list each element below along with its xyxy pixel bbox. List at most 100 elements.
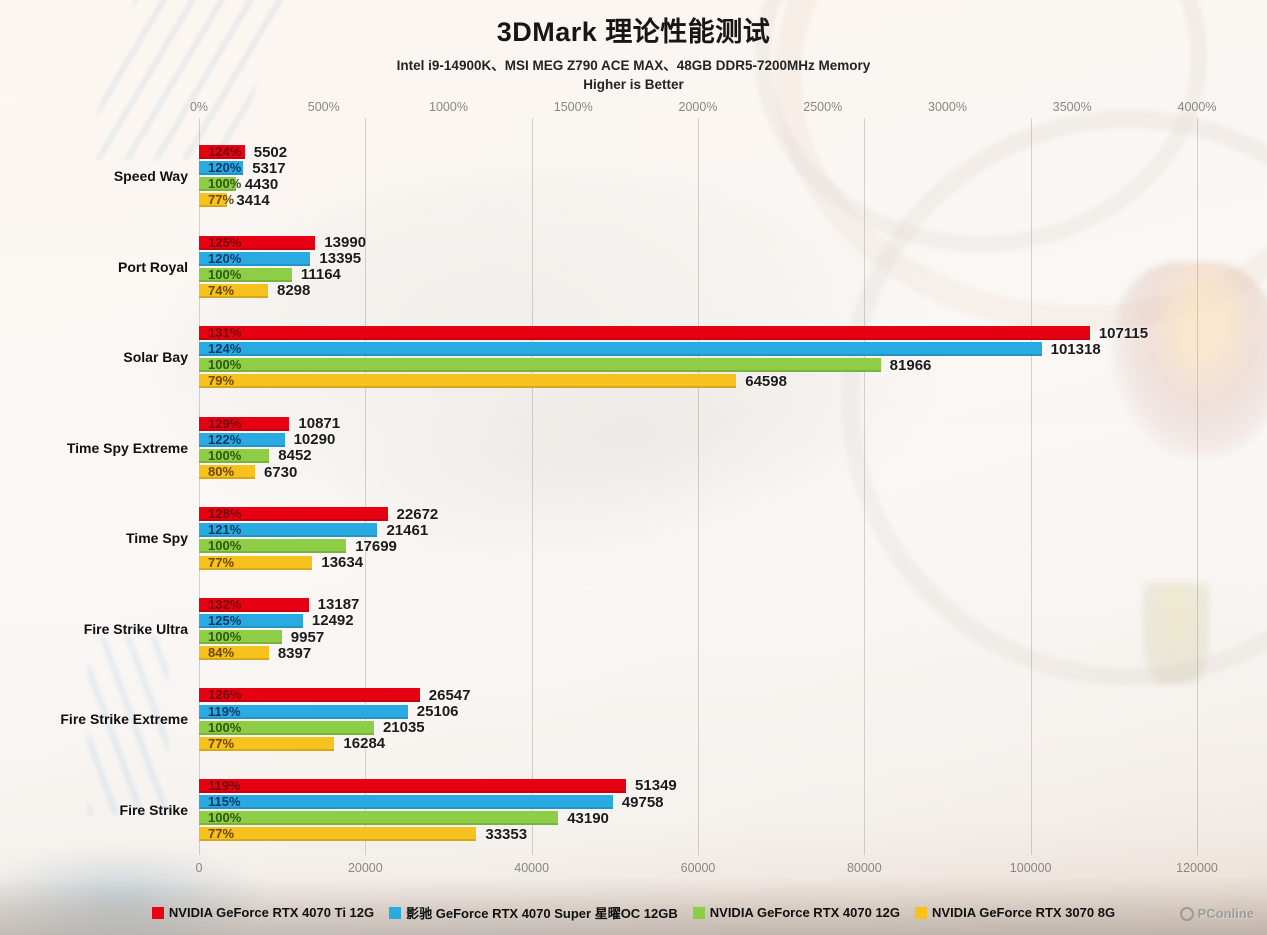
category-label: Speed Way — [113, 168, 188, 184]
bar — [199, 235, 316, 250]
bar — [199, 465, 255, 479]
bar — [199, 358, 881, 373]
bar-row: 13395 120% — [199, 250, 1197, 268]
bar-row: 43190 100% — [199, 809, 1197, 827]
bar-value-label: 11164 — [300, 266, 341, 284]
bar-value-label: 33353 — [485, 825, 528, 843]
bar — [199, 374, 737, 389]
bar-percent-label: 79% — [208, 373, 235, 389]
bar-row: 107115 131% — [199, 326, 1197, 341]
bar-value-label: 10871 — [298, 415, 341, 433]
bar — [199, 283, 268, 298]
top-axis-tick: 3000% — [928, 100, 967, 114]
bar-percent-label: 100% — [208, 447, 242, 463]
bar — [199, 736, 335, 751]
bar-percent-label: 124% — [208, 144, 242, 159]
bar — [199, 704, 408, 719]
bar-row: 49758 115% — [199, 793, 1197, 811]
bar-group: Time Spy Extreme 10871 129% 10290 122% 8452 10… — [67, 415, 1197, 481]
bar-row: 22672 128% — [199, 507, 1197, 522]
bar-value-label: 6730 — [263, 463, 298, 481]
bar — [199, 827, 477, 842]
top-axis-tick: 2500% — [803, 100, 843, 114]
bar-percent-label: 119% — [208, 703, 241, 719]
bar-percent-label: 125% — [208, 612, 242, 628]
bar — [199, 177, 236, 192]
bar-percent-label: 121% — [208, 522, 242, 538]
bar-row: 10290 122% — [199, 431, 1197, 449]
bar-row: 81966 100% — [199, 357, 1197, 373]
bar-row: 10871 129% — [199, 415, 1197, 433]
bar-row: 101318 124% — [199, 342, 1197, 357]
pconline-watermark-label: PConline — [1197, 906, 1254, 921]
bar-row: 13187 132% — [199, 597, 1197, 612]
legend-swatch — [151, 906, 164, 919]
bar — [199, 778, 627, 793]
bar-row: 3414 77% — [199, 191, 1197, 209]
gridlines — [199, 118, 1198, 855]
legend-item: 影驰 GeForce RTX 4070 Super 星曜OC 12GB — [389, 903, 678, 922]
bar-group: Time Spy 22672 128% 21461 121% 17699 100% 13634… — [126, 507, 1197, 572]
bar-row: 13990 125% — [199, 234, 1197, 252]
gridline — [365, 118, 367, 855]
bar — [199, 145, 245, 159]
bar-row: 6730 80% — [199, 463, 1197, 481]
bar — [199, 507, 388, 522]
bar-row: 8298 74% — [199, 282, 1197, 298]
pconline-logo-icon — [1179, 906, 1194, 921]
gridline — [698, 118, 699, 855]
bar-percent-label: 77% — [208, 192, 235, 208]
bar — [199, 448, 270, 463]
bar-value-label: 43190 — [567, 809, 609, 827]
bar-value-label: 13990 — [324, 234, 367, 252]
bar-value-label: 51349 — [635, 777, 677, 795]
bottom-axis-tick: 120000 — [1176, 861, 1218, 875]
gridline — [1030, 118, 1032, 855]
bar-value-label: 13395 — [319, 250, 362, 268]
bar — [199, 539, 347, 554]
bar-percent-label: 100% — [208, 357, 242, 373]
bar — [199, 342, 1042, 357]
bar — [199, 432, 285, 447]
bar-percent-label: 84% — [208, 645, 235, 661]
bar-percent-label: 119% — [208, 777, 241, 793]
bar-row: 26547 126% — [199, 688, 1197, 703]
top-axis-tick: 2000% — [678, 100, 718, 114]
gridline — [864, 118, 866, 855]
legend-label: NVIDIA GeForce RTX 4070 12G — [709, 905, 901, 920]
bar — [199, 267, 292, 282]
bar-value-label: 25106 — [416, 703, 459, 720]
bar — [199, 416, 290, 431]
legend-label: NVIDIA GeForce RTX 4070 Ti 12G — [168, 905, 375, 920]
bar-percent-label: 77% — [208, 826, 235, 842]
bar-value-label: 13634 — [321, 554, 364, 572]
bar-value-label: 10290 — [293, 431, 336, 449]
bar-value-label: 3414 — [236, 191, 270, 209]
category-label: Solar Bay — [123, 349, 188, 366]
bar-value-label: 49758 — [621, 793, 664, 811]
bar-group: Fire Strike 51349 119% 49758 115% 43190 100% 33… — [120, 777, 1197, 843]
category-label: Port Royal — [117, 258, 188, 275]
category-label: Time Spy Extreme — [66, 439, 188, 456]
bar-value-label: 5502 — [253, 143, 288, 161]
category-label: Fire Strike Extreme — [60, 711, 188, 728]
category-label: Fire Strike Ultra — [83, 620, 188, 637]
bar-row: 21035 100% — [199, 719, 1197, 737]
bar — [199, 613, 303, 628]
bottom-axis-tick: 60000 — [680, 861, 716, 875]
bar-percent-label: 74% — [208, 282, 235, 298]
bar-value-label: 16284 — [343, 735, 386, 753]
legend-label: NVIDIA GeForce RTX 3070 8G — [932, 905, 1116, 920]
bar-row: 5502 124% — [199, 143, 1197, 161]
bar — [199, 646, 269, 661]
bar-percent-label: 80% — [208, 464, 235, 479]
gridline — [199, 118, 200, 855]
top-axis-tick: 1000% — [429, 100, 468, 114]
bar — [199, 630, 282, 645]
bar-value-label: 21035 — [382, 719, 425, 737]
bar-group: Fire Strike Extreme 26547 126% 25106 119% 210… — [60, 688, 1197, 753]
legend-item: NVIDIA GeForce RTX 4070 Ti 12G — [151, 903, 375, 922]
chart-note: Higher is Better — [583, 77, 684, 92]
bar-row: 5317 120% — [199, 161, 1197, 176]
